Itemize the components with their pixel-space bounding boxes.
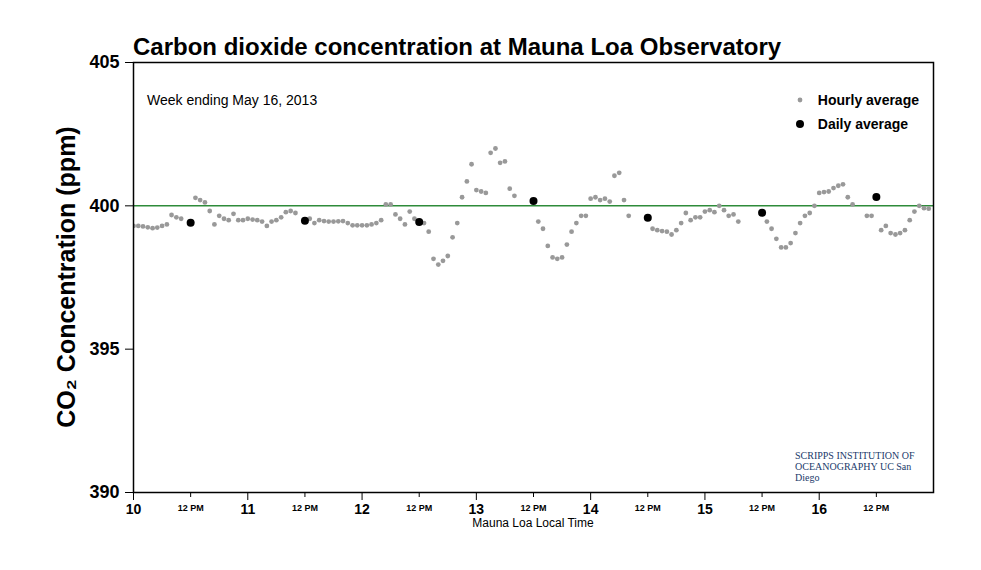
svg-text:405: 405: [89, 52, 119, 72]
svg-text:12 PM: 12 PM: [520, 503, 546, 513]
svg-text:15: 15: [697, 501, 713, 517]
html-text:Daily average: Daily average: [817, 116, 909, 132]
svg-text:400: 400: [89, 196, 119, 216]
svg-text:395: 395: [89, 339, 119, 359]
svg-text:16: 16: [811, 501, 827, 517]
svg-text:12 PM: 12 PM: [635, 503, 661, 513]
html-text:SCRIPPS INSTITUTION OF OCEANOG: SCRIPPS INSTITUTION OF OCEANOGRAPHY UC S…: [795, 450, 915, 483]
html-text:Carbon dioxide concentration a: Carbon dioxide concentration at Mauna Lo…: [133, 33, 782, 60]
svg-text:13: 13: [469, 501, 485, 517]
svg-text:10: 10: [126, 501, 142, 517]
svg-text:12 PM: 12 PM: [292, 503, 318, 513]
svg-text:12 PM: 12 PM: [406, 503, 432, 513]
svg-text:14: 14: [583, 501, 599, 517]
html-text:Hourly average: Hourly average: [817, 92, 919, 108]
svg-text:11: 11: [240, 501, 255, 517]
svg-text:12 PM: 12 PM: [863, 503, 889, 513]
svg-text:12: 12: [354, 501, 370, 517]
html-text:CO₂ Concentration (ppm): CO₂ Concentration (ppm): [51, 126, 80, 428]
html-text:Mauna Loa Local Time: Mauna Loa Local Time: [472, 516, 594, 530]
svg-text:390: 390: [89, 482, 119, 502]
svg-text:12 PM: 12 PM: [178, 503, 204, 513]
html-text:Week ending May 16, 2013: Week ending May 16, 2013: [147, 92, 318, 108]
svg-text:12 PM: 12 PM: [749, 503, 775, 513]
